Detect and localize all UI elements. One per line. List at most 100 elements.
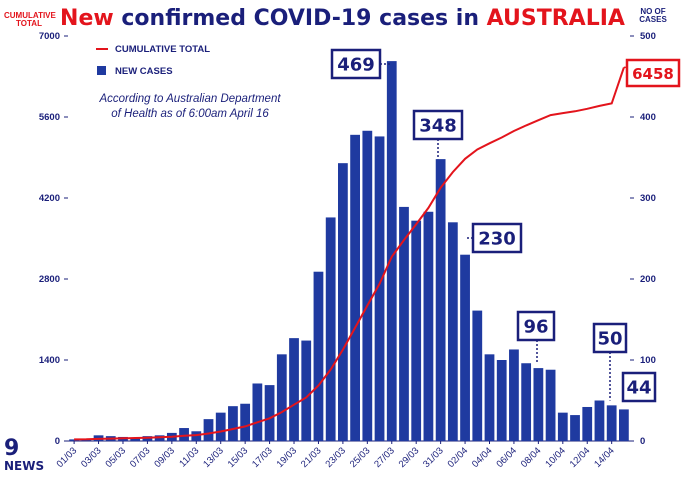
x-axis-tick-label: 23/03 [323,445,348,470]
end-label-box [625,58,681,88]
bar-new-cases [362,130,373,441]
legend-label-new-cases: NEW CASES [115,66,173,77]
nine-news-logo: 9 NEWS [4,436,45,473]
left-axis-tick-label: 5600 [39,112,60,123]
bar-new-cases [521,363,532,441]
bar-new-cases [447,222,458,441]
callout-value: 44 [626,378,651,399]
legend-bar-swatch [97,66,106,75]
bar-new-cases [289,338,299,441]
bar-new-cases [509,349,519,441]
x-axis-tick-label: 07/03 [128,445,153,470]
legend-label-cumulative: CUMULATIVE TOTAL [115,44,210,55]
bar-new-cases [533,368,544,441]
x-axis-tick-label: 04/04 [470,445,495,470]
cumulative-total-line [74,67,625,441]
bar-new-cases [619,409,629,441]
title-middle: confirmed COVID-19 cases in [113,6,487,31]
callout-box [621,371,657,403]
bar-new-cases [460,254,470,441]
bar-new-cases [399,206,409,441]
bar-new-cases [240,403,251,441]
bar-new-cases [484,354,495,441]
bar-new-cases [203,419,214,441]
x-axis-tick-label: 10/04 [543,445,568,470]
left-axis-tick-label: 4200 [39,193,60,204]
bar-new-cases [215,412,226,441]
logo-text: NEWS [4,459,45,473]
bar-new-cases [435,159,446,441]
x-axis-tick-label: 09/03 [152,445,177,470]
bar-new-cases [325,217,336,441]
bar-new-cases [130,437,141,441]
bar-new-cases [606,405,617,441]
bar-new-cases [411,220,422,441]
right-axis-label: NO OF CASES [639,7,667,24]
callout-value: 50 [597,329,622,350]
left-axis-tick-label: 2800 [39,274,60,285]
callout-box [471,222,523,254]
callout-box [592,322,628,354]
x-axis-tick-label: 19/03 [275,445,300,470]
bar-new-cases [191,431,202,441]
title-country: AUSTRALIA [486,6,625,31]
bar-new-cases [252,383,263,441]
logo-mark: 9 [4,436,20,461]
x-axis-tick-label: 25/03 [348,445,373,470]
x-axis-tick-label: 31/03 [421,445,446,470]
source-note: of Health as of 6:00am April 16 [111,108,269,120]
callout-box [330,48,382,80]
chart-title: New confirmed COVID-19 cases in AUSTRALI… [0,6,685,31]
bar-new-cases [276,354,287,441]
x-axis-tick-label: 01/03 [55,445,80,470]
bar-new-cases [386,61,397,442]
bar-new-cases [228,406,238,441]
left-axis-label: CUMULATIVE TOTAL [4,11,56,28]
bar-new-cases [557,412,568,441]
bar-new-cases [545,369,556,441]
bar-new-cases [496,360,507,441]
x-axis-tick-label: 17/03 [250,445,275,470]
callout-value: 230 [478,229,516,250]
x-axis-tick-label: 29/03 [397,445,422,470]
left-axis-tick-label: 7000 [39,31,60,42]
right-axis-tick-label: 0 [640,436,645,447]
bar-new-cases [264,385,275,441]
bar-new-cases [338,163,348,442]
left-axis-tick-label: 1400 [39,355,60,366]
right-axis-tick-label: 200 [640,274,656,285]
x-axis-tick-label: 02/04 [446,445,471,470]
bar-new-cases [582,406,593,441]
bar-new-cases [472,310,483,441]
x-axis-tick-label: 05/03 [104,445,129,470]
bar-new-cases [594,400,605,441]
callout-value: 96 [523,317,548,338]
x-axis-tick-label: 15/03 [226,445,251,470]
x-axis-tick-label: 11/03 [177,445,201,469]
x-axis-tick-label: 08/04 [519,445,544,470]
bar-new-cases [350,134,360,441]
x-axis-tick-label: 14/04 [592,445,617,470]
bar-new-cases [423,211,434,441]
x-axis-tick-label: 21/03 [299,445,324,470]
end-label-value: 6458 [632,65,674,83]
bar-new-cases [313,271,324,441]
x-axis-tick-label: 03/03 [79,445,104,470]
right-axis-tick-label: 400 [640,112,656,123]
bar-new-cases [374,136,385,441]
right-axis-tick-label: 500 [640,31,656,42]
right-axis-tick-label: 300 [640,193,656,204]
x-axis-tick-label: 06/04 [494,445,519,470]
title-highlight: New [60,6,114,31]
callout-value: 348 [419,116,457,137]
callout-value: 469 [337,55,375,76]
right-axis-tick-label: 100 [640,355,656,366]
bar-new-cases [301,340,312,441]
bar-new-cases [179,428,189,441]
source-note: According to Australian Department [98,93,281,105]
bar-new-cases [570,415,580,441]
x-axis-tick-label: 12/04 [568,445,593,470]
callout-box [516,310,556,342]
callout-box [412,109,464,141]
